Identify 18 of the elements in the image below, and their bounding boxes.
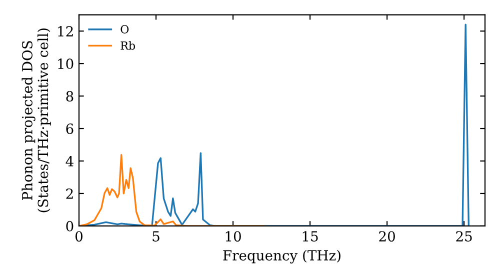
x-tick-label: 5: [152, 231, 160, 242]
y-tick-label: 0: [66, 220, 74, 232]
x-tick-label: 10: [226, 231, 241, 242]
y-tick-label: 2: [66, 188, 73, 199]
x-axis-title: Frequency (THz): [223, 250, 340, 264]
legend-label: O: [120, 25, 129, 34]
y-tick-label: 10: [58, 58, 74, 70]
x-tick-label: 25: [456, 231, 472, 242]
y-axis-title: Phonon projected DOS (States/THz·primitive cell): [22, 28, 51, 212]
y-tick-label: 12: [58, 26, 73, 36]
y-tick-label: 4: [66, 156, 74, 166]
x-tick-label: 0: [75, 231, 82, 242]
line-series: [79, 154, 265, 226]
x-tick-label: 15: [302, 231, 318, 242]
y-tick-label: 8: [66, 91, 74, 102]
x-tick-label: 20: [379, 231, 395, 242]
y-tick-label: 6: [66, 123, 74, 134]
legend-label: Rb: [120, 41, 136, 50]
